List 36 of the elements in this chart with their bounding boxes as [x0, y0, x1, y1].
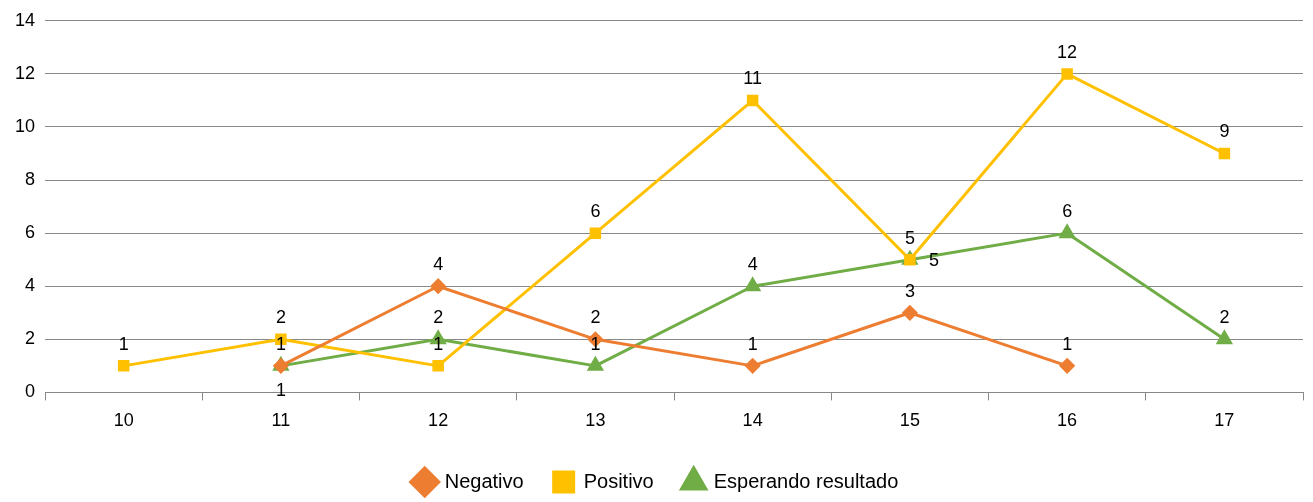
- y-tick-label: 2: [25, 328, 36, 349]
- y-tick-label: 0: [25, 381, 36, 402]
- data-label: 12: [1057, 41, 1078, 62]
- data-label: 4: [433, 254, 444, 275]
- x-tick-label: 10: [113, 410, 134, 431]
- data-label: 2: [275, 307, 286, 328]
- y-tick-label: 14: [14, 9, 36, 30]
- x-tick-label: 11: [271, 410, 291, 431]
- data-label: 1: [747, 333, 758, 354]
- legend-label: Positivo: [583, 469, 654, 492]
- x-tick-label: 14: [742, 410, 763, 431]
- data-label: 2: [1219, 307, 1230, 328]
- data-label: 1: [275, 379, 286, 400]
- y-tick-label: 8: [25, 169, 36, 190]
- data-label: 4: [747, 254, 758, 275]
- data-label: 2: [590, 307, 601, 328]
- data-label: 6: [1062, 201, 1073, 222]
- legend-label: Esperando resultado: [713, 469, 899, 492]
- x-tick-label: 15: [899, 410, 920, 431]
- data-label: 11: [743, 68, 762, 89]
- y-tick-label: 10: [14, 115, 36, 136]
- y-tick-label: 6: [25, 222, 36, 243]
- legend-label: Negativo: [444, 469, 524, 492]
- x-tick-label: 12: [428, 410, 449, 431]
- data-label: 1: [118, 333, 129, 354]
- x-tick-label: 13: [585, 410, 606, 431]
- data-label: 3: [904, 280, 915, 301]
- data-label: 1: [1062, 333, 1073, 354]
- y-tick-label: 12: [14, 62, 36, 83]
- data-label: 2: [433, 307, 444, 328]
- data-label: 9: [1219, 121, 1230, 142]
- data-label: 5: [904, 227, 915, 248]
- x-tick-label: 16: [1057, 410, 1078, 431]
- y-tick-label: 4: [25, 275, 36, 296]
- data-label: 6: [590, 201, 601, 222]
- x-tick-label: 17: [1214, 410, 1235, 431]
